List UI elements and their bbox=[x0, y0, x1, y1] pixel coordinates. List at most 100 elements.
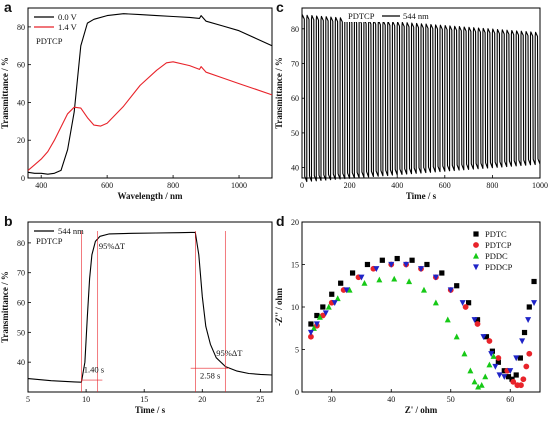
data-point-triangle-down bbox=[480, 334, 487, 340]
plot-frame bbox=[301, 7, 541, 179]
data-point-triangle-down bbox=[343, 287, 350, 294]
x-tick-label: 400 bbox=[391, 181, 403, 190]
data-point-triangle-down bbox=[307, 329, 314, 336]
data-point-circle bbox=[523, 363, 530, 370]
data-point-circle bbox=[510, 378, 517, 385]
data-annotation: 95%ΔT bbox=[216, 348, 243, 358]
data-point-circle bbox=[526, 350, 533, 357]
y-tick-label: 5 bbox=[295, 346, 299, 355]
legend-label: 544 nm bbox=[403, 11, 429, 21]
data-point-triangle-down bbox=[447, 287, 454, 294]
data-point-triangle-down bbox=[519, 338, 526, 345]
data-point-square bbox=[329, 291, 335, 297]
data-point-square bbox=[314, 312, 320, 319]
data-annotation: 1.40 s bbox=[84, 365, 104, 375]
data-point-triangle-up bbox=[471, 378, 478, 385]
x-tick-label: 30 bbox=[328, 395, 336, 404]
y-tick-label: 40 bbox=[17, 98, 25, 107]
data-point-triangle-up bbox=[486, 361, 493, 368]
data-point-triangle-up bbox=[453, 333, 460, 340]
sample-annotation: PDTCP bbox=[348, 11, 375, 21]
y-tick-label: 40 bbox=[17, 358, 25, 367]
data-point-square bbox=[308, 321, 314, 327]
data-point-triangle-down bbox=[492, 363, 499, 370]
y-tick-label: 60 bbox=[17, 299, 25, 308]
panel-c: 0 200 400 600 800 1000 40 50 60 70 80 Time / s Trans… bbox=[274, 0, 548, 201]
data-point-triangle-up bbox=[444, 316, 451, 323]
data-point-triangle-up bbox=[482, 373, 489, 380]
y-tick-label: 80 bbox=[17, 239, 25, 248]
y-tick-label: 70 bbox=[17, 269, 25, 278]
data-point-circle bbox=[474, 321, 481, 327]
legend-marker bbox=[473, 252, 479, 259]
y-tick-label: 60 bbox=[17, 61, 25, 70]
data-point-triangle-up bbox=[432, 299, 439, 306]
x-tick-label: 10 bbox=[82, 395, 90, 404]
series-line-0 bbox=[27, 231, 273, 383]
data-point-triangle-down bbox=[403, 261, 410, 268]
series-line-1 bbox=[27, 61, 273, 171]
data-point-circle bbox=[308, 333, 314, 340]
panel-letter-a: a bbox=[4, 0, 12, 15]
data-point-square bbox=[526, 304, 532, 310]
y-tick-label: 50 bbox=[17, 328, 25, 337]
data-point-square bbox=[501, 368, 507, 374]
data-point-square bbox=[439, 270, 445, 276]
data-point-square bbox=[474, 317, 481, 323]
x-tick-label: 800 bbox=[167, 181, 179, 190]
data-point-square bbox=[483, 334, 490, 340]
panel-letter-d: d bbox=[276, 213, 285, 229]
y-axis-label: -Z'' / ohm bbox=[274, 288, 284, 327]
data-point-triangle-up bbox=[361, 280, 368, 286]
y-tick-label: 10 bbox=[291, 303, 299, 312]
x-tick-label: 25 bbox=[256, 395, 264, 404]
data-point-triangle-down bbox=[388, 261, 395, 268]
x-tick-label: 5 bbox=[26, 395, 30, 404]
y-axis-label: Transmittance / % bbox=[0, 57, 10, 129]
legend-label: 0.0 V bbox=[58, 12, 78, 22]
data-point-square bbox=[338, 280, 344, 286]
y-axis-label: Transmittance / % bbox=[274, 57, 284, 129]
y-tick-label: 50 bbox=[291, 129, 299, 138]
panel-letter-b: b bbox=[4, 213, 13, 229]
data-point-circle bbox=[518, 382, 524, 389]
x-axis-label: Time / s bbox=[135, 405, 166, 415]
data-point-square bbox=[531, 278, 537, 285]
data-point-circle bbox=[520, 376, 527, 383]
data-point-triangle-up bbox=[478, 382, 485, 388]
legend-label: PDDCP bbox=[485, 262, 513, 272]
x-tick-label: 600 bbox=[439, 181, 451, 190]
y-tick-label: 60 bbox=[291, 94, 299, 103]
data-point-triangle-up bbox=[406, 278, 413, 285]
panel-a: 400 600 800 1000 0 20 40 60 80 Wavelength / nm Tra… bbox=[0, 0, 273, 201]
y-tick-label: 40 bbox=[291, 164, 299, 173]
y-tick-label: 20 bbox=[17, 136, 25, 145]
legend-label: 1.4 V bbox=[58, 22, 78, 32]
data-point-square bbox=[320, 304, 326, 310]
legend-marker bbox=[473, 242, 479, 248]
data-point-triangle-down bbox=[459, 300, 466, 306]
data-point-square bbox=[517, 355, 523, 361]
y-tick-label: 70 bbox=[291, 60, 299, 69]
data-point-square bbox=[349, 270, 356, 276]
legend-marker bbox=[473, 231, 479, 237]
legend-label: PDDC bbox=[485, 251, 508, 261]
x-tick-label: 40 bbox=[387, 395, 395, 404]
data-point-triangle-up bbox=[346, 286, 353, 293]
data-point-triangle-down bbox=[507, 368, 514, 374]
legend-marker bbox=[473, 264, 479, 271]
data-point-triangle-down bbox=[358, 274, 365, 281]
plot-frame bbox=[27, 221, 273, 393]
data-point-circle bbox=[462, 304, 469, 310]
data-point-triangle-up bbox=[467, 367, 474, 374]
plot-frame bbox=[27, 7, 273, 179]
data-point-triangle-down bbox=[331, 300, 338, 306]
y-tick-label: 20 bbox=[291, 218, 299, 227]
y-tick-label: 15 bbox=[291, 261, 299, 270]
data-point-square bbox=[513, 372, 519, 378]
data-point-square bbox=[424, 261, 430, 268]
x-axis-label: Time / s bbox=[406, 191, 437, 201]
y-tick-label: 80 bbox=[291, 25, 299, 34]
legend-label: 544 nm bbox=[58, 226, 84, 236]
